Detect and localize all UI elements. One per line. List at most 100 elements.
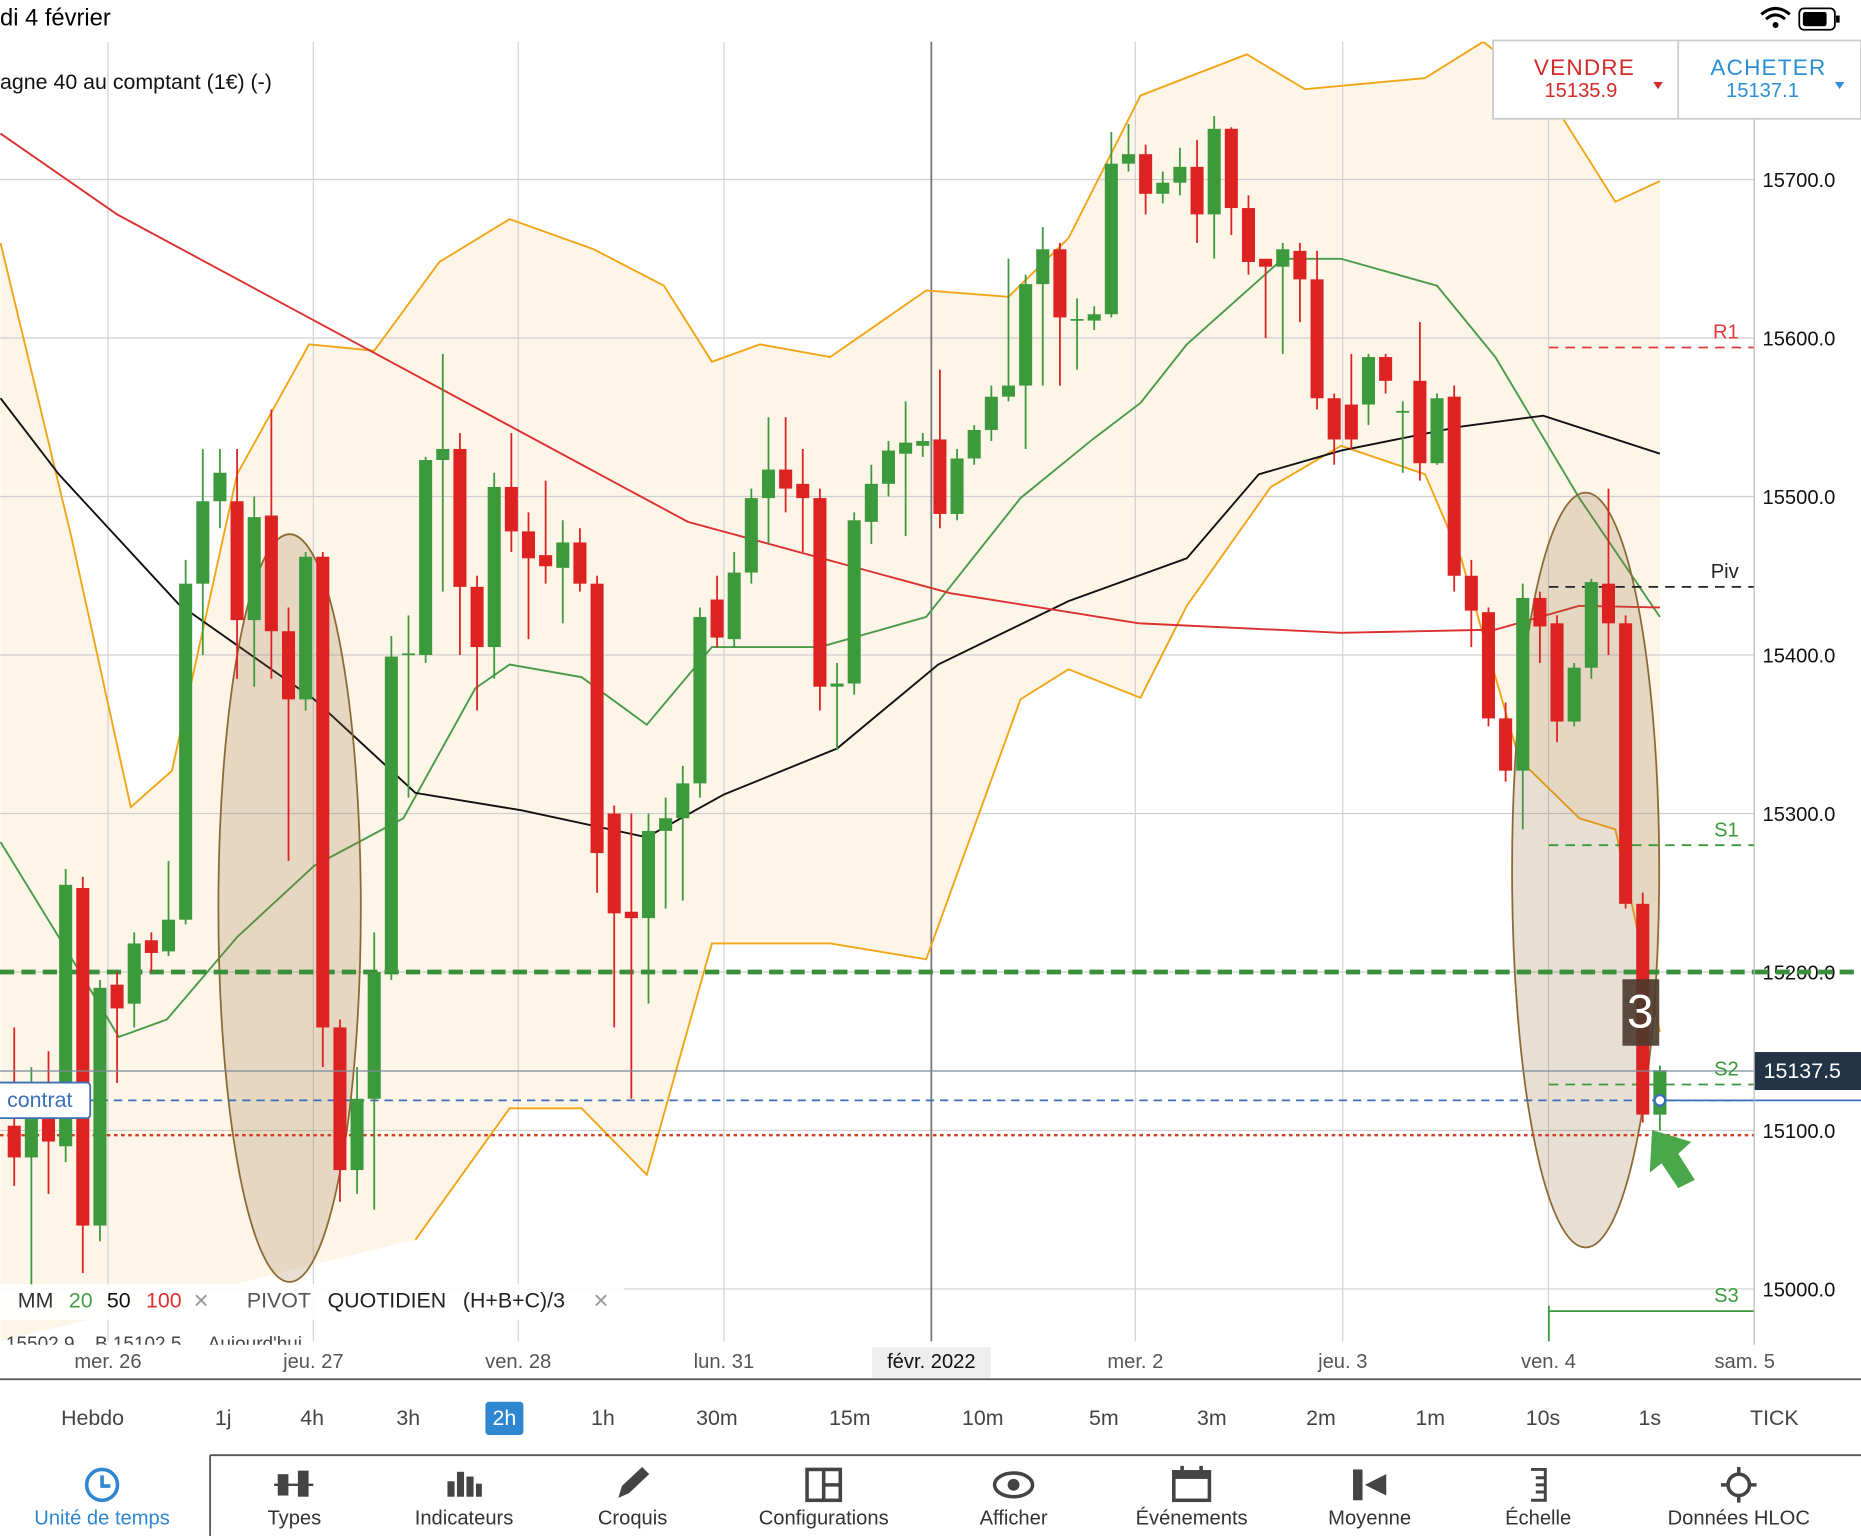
position-label: contrat <box>7 1088 72 1112</box>
timeframe[interactable]: 1j <box>215 1406 232 1430</box>
candle-body <box>1653 1070 1667 1115</box>
candle-body <box>1361 357 1376 405</box>
toolbar-icon[interactable] <box>447 1471 482 1497</box>
candle-body <box>659 818 673 831</box>
candle-body <box>1310 279 1324 399</box>
toolbar-label[interactable]: Indicateurs <box>415 1508 514 1530</box>
toolbar-label[interactable]: Croquis <box>598 1508 667 1530</box>
candle-body <box>1156 182 1170 194</box>
timeframe[interactable]: 30m <box>696 1406 738 1430</box>
legend-formula: (H+B+C)/3 <box>463 1289 565 1313</box>
toolbar-icon[interactable] <box>274 1470 314 1497</box>
timeframe[interactable]: 10s <box>1526 1406 1560 1430</box>
candle-body <box>796 483 810 499</box>
sell-label[interactable]: VENDRE <box>1534 55 1635 80</box>
toolbar-icon[interactable] <box>805 1467 843 1503</box>
candle-body <box>1379 357 1393 381</box>
trade-panel <box>1492 39 1861 120</box>
candle-body <box>436 448 450 461</box>
legend-close[interactable]: × <box>593 1285 608 1315</box>
position-tag <box>0 1081 92 1120</box>
toolbar-icon[interactable] <box>1720 1467 1757 1503</box>
toolbar-icon[interactable] <box>1172 1465 1212 1503</box>
candle-body <box>881 450 896 484</box>
y-tick-label: 15000.0 <box>1762 1280 1835 1302</box>
candle-body <box>984 396 998 430</box>
candle-body <box>1413 380 1427 464</box>
candle-body <box>247 517 261 621</box>
timeframe[interactable]: TICK <box>1750 1406 1799 1430</box>
toolbar-label[interactable]: Moyenne <box>1328 1508 1411 1530</box>
candle-body <box>401 653 416 656</box>
timeframe[interactable]: 1s <box>1638 1406 1661 1430</box>
candle-body <box>93 987 107 1226</box>
buy-price[interactable]: 15137.1 <box>1726 80 1799 102</box>
band-fill <box>0 41 1660 1342</box>
sell-price[interactable]: 15135.9 <box>1544 80 1617 102</box>
timeframe[interactable]: 2h <box>493 1406 517 1430</box>
candle-body <box>1447 396 1461 576</box>
toolbar-icon[interactable] <box>84 1467 120 1503</box>
candle-body <box>470 586 484 648</box>
candle-body <box>1036 249 1050 285</box>
candle-body <box>1104 163 1118 315</box>
toolbar-label[interactable]: Données HLOC <box>1668 1508 1810 1530</box>
toolbar-label[interactable]: Échelle <box>1505 1507 1571 1530</box>
overlay: 15000.015100.015200.015300.015400.015500… <box>0 5 1861 1536</box>
candle-body <box>59 884 73 1147</box>
candle-body <box>76 887 90 1226</box>
arrow <box>1649 1129 1695 1189</box>
candle-body <box>556 542 570 568</box>
timeframe[interactable]: 3m <box>1197 1406 1227 1430</box>
candle-body <box>1276 249 1290 267</box>
candle-body <box>264 515 278 632</box>
candle-body <box>967 429 981 459</box>
buy-label[interactable]: ACHETER <box>1710 55 1826 80</box>
timeframe[interactable]: 1m <box>1415 1406 1445 1430</box>
toolbar-label[interactable]: Configurations <box>759 1508 889 1530</box>
toolbar-icon[interactable] <box>1353 1469 1387 1501</box>
candle-body <box>607 813 621 914</box>
candle-body <box>1567 667 1581 722</box>
annotation: 3 <box>1627 985 1653 1038</box>
toolbar-icon[interactable] <box>1531 1467 1547 1502</box>
timeframe[interactable]: 10m <box>962 1406 1004 1430</box>
toolbar-label[interactable]: Afficher <box>980 1508 1048 1530</box>
x-tick-highlight <box>872 1347 991 1379</box>
candle-body <box>179 583 193 920</box>
toolbar-icon[interactable] <box>618 1467 650 1498</box>
candle-body <box>419 460 433 655</box>
timeframe[interactable]: Hebdo <box>61 1406 124 1430</box>
legend-close[interactable]: × <box>193 1285 208 1315</box>
timeframe[interactable]: 4h <box>300 1406 324 1430</box>
candle-body <box>744 498 758 573</box>
toolbar-label[interactable]: Unité de temps <box>34 1508 170 1530</box>
candle-body <box>779 469 793 489</box>
candle-body <box>1327 398 1341 440</box>
toolbar-icon[interactable] <box>992 1471 1035 1499</box>
timeframe[interactable]: 5m <box>1089 1406 1119 1430</box>
candle-body <box>864 483 878 522</box>
candle-body <box>1207 128 1221 215</box>
x-tick-label: jeu. 27 <box>282 1351 344 1373</box>
timeframe[interactable]: 15m <box>829 1406 871 1430</box>
pivot-label: Piv <box>1711 561 1740 583</box>
timeframe[interactable]: 2m <box>1306 1406 1336 1430</box>
last-price-label: 15137.5 <box>1764 1059 1841 1083</box>
x-tick-label: jeu. 3 <box>1317 1351 1367 1373</box>
candle-body <box>1516 597 1530 771</box>
candle-body <box>710 599 724 638</box>
pivot-label: S1 <box>1714 819 1739 841</box>
last-price-tag <box>1754 1052 1861 1091</box>
candle-body <box>539 555 553 567</box>
candle-body <box>1070 318 1084 321</box>
toolbar-label[interactable]: Types <box>267 1508 321 1530</box>
sell-caret <box>1653 81 1663 90</box>
timeframe[interactable]: 3h <box>396 1406 420 1430</box>
timeframe[interactable]: 1h <box>591 1406 615 1430</box>
toolbar-label[interactable]: Événements <box>1136 1507 1248 1530</box>
candle-body <box>950 458 964 514</box>
x-tick-label: mer. 2 <box>1107 1351 1163 1373</box>
legend-pivot: PIVOT <box>247 1289 311 1313</box>
y-tick-label: 15300.0 <box>1762 804 1835 826</box>
